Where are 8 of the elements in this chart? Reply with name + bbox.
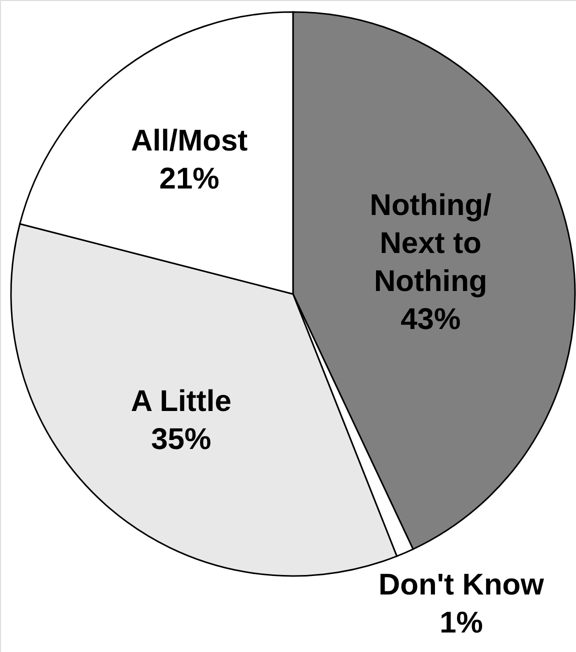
slice-label: Nothing/ Next to Nothing: [370, 189, 492, 298]
data-label: 21%: [159, 162, 220, 196]
data-label: 1%: [440, 606, 483, 640]
slice-label: A Little: [130, 384, 232, 418]
data-label: 35%: [151, 422, 212, 456]
slice-label: Don't Know: [378, 568, 545, 602]
slice-label: All/Most: [130, 124, 248, 158]
data-label: 43%: [400, 303, 461, 336]
